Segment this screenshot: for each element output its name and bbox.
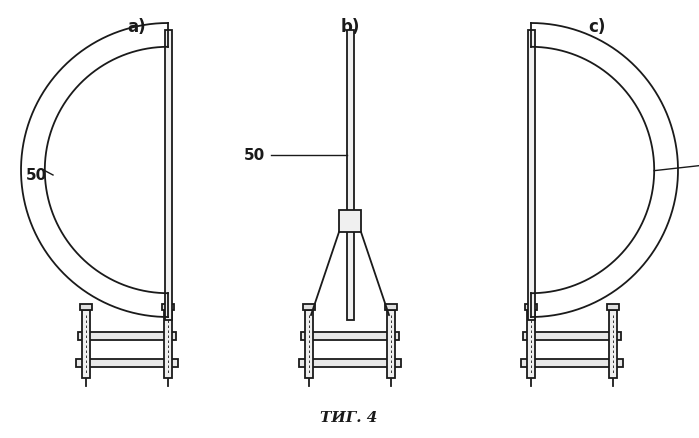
Text: ΤИГ. 4: ΤИГ. 4 — [320, 411, 377, 425]
Bar — [80, 304, 92, 310]
Bar — [521, 359, 623, 367]
Bar — [523, 332, 621, 340]
Bar — [78, 332, 176, 340]
Bar — [339, 210, 361, 232]
Bar — [607, 304, 619, 310]
Bar — [162, 304, 174, 310]
Bar — [527, 310, 535, 378]
Bar — [303, 304, 315, 310]
Text: c): c) — [589, 18, 606, 36]
Bar — [347, 30, 354, 320]
Text: 50: 50 — [244, 148, 265, 162]
Bar — [385, 304, 397, 310]
Bar — [305, 310, 313, 378]
Bar — [82, 310, 90, 378]
Bar — [301, 332, 399, 340]
Bar — [164, 30, 171, 320]
Bar — [609, 310, 617, 378]
Bar — [299, 359, 401, 367]
Text: b): b) — [340, 18, 360, 36]
Bar — [525, 304, 537, 310]
Text: 50: 50 — [26, 167, 47, 183]
Bar — [528, 30, 535, 320]
Text: a): a) — [128, 18, 146, 36]
Bar — [76, 359, 178, 367]
Bar — [387, 310, 395, 378]
Bar — [164, 310, 172, 378]
